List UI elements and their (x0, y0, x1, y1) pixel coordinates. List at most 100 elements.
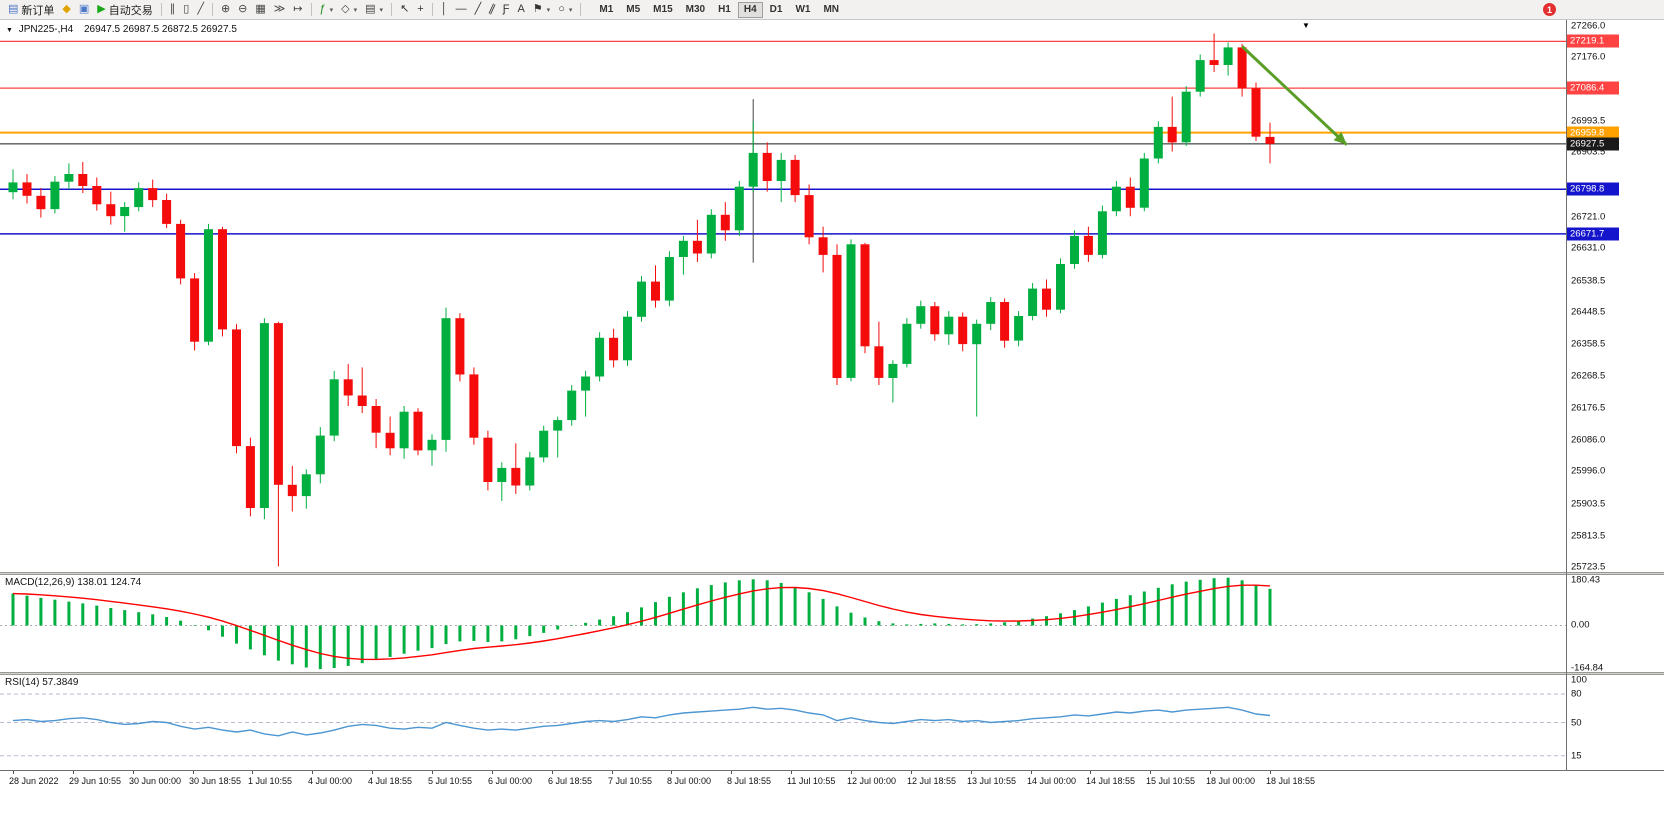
rsi-tick-label: 15 (1571, 750, 1582, 762)
rsi-line (12, 706, 1271, 737)
tile-windows-button[interactable]: ▦ (251, 1, 269, 18)
candlesticks-icon: ▯ (183, 3, 190, 15)
price-line-badge: 26927.5 (1567, 137, 1619, 151)
price-line-badge: 26798.8 (1567, 182, 1619, 196)
text-icon: A (517, 3, 525, 15)
shapes-button[interactable]: ○ ▾ (554, 1, 576, 18)
rsi-tick-label: 100 (1571, 674, 1587, 686)
price-tick-label: 26538.5 (1571, 275, 1606, 287)
templates-button[interactable]: ▤ ▾ (361, 1, 387, 18)
timeframe-w1-button[interactable]: W1 (795, 4, 811, 15)
timeframe-m1-button[interactable]: M1 (599, 4, 614, 15)
timeframe-m5-button[interactable]: M5 (626, 4, 641, 15)
time-axis-label: 5 Jul 10:55 (428, 776, 473, 786)
time-axis-tick (911, 771, 912, 774)
price-tick-label: 26631.0 (1571, 242, 1606, 254)
trendline-button[interactable]: ╱ (471, 1, 486, 18)
toolbar-separator (431, 3, 433, 16)
time-axis[interactable]: 28 Jun 2022 29 Jun 10:55 30 Jun 00:00 30 Ju… (0, 770, 1664, 791)
trendline-icon: ╱ (474, 3, 482, 15)
time-axis-label: 6 Jul 00:00 (488, 776, 533, 786)
timeframe-m30-button[interactable]: M30 (685, 4, 706, 15)
timeframe-h1-button[interactable]: H1 (718, 4, 731, 15)
bars-button[interactable]: ∥ (166, 1, 180, 18)
time-axis-tick (552, 771, 553, 774)
shapes-icon: ○ (558, 3, 565, 15)
macd-tick-label: 0.00 (1571, 619, 1590, 631)
price-tick-label: 26176.5 (1571, 402, 1606, 414)
auto-scroll-icon: ≫ (273, 3, 286, 15)
time-axis-tick (791, 771, 792, 774)
price-tick-label: 26903.5 (1571, 146, 1606, 158)
macd-panel-canvas[interactable] (0, 575, 1566, 672)
indicators-button[interactable]: ƒ ▾ (316, 1, 338, 18)
zoom-in-button[interactable]: ⊕ (217, 1, 234, 18)
timeframe-h4-button[interactable]: H4 (737, 1, 763, 18)
time-axis-tick (1150, 771, 1151, 774)
algo-button[interactable]: ▣ (75, 1, 93, 18)
rsi-name: RSI(14) (5, 677, 40, 688)
fibonacci-button[interactable]: Ƒ (499, 1, 514, 18)
time-axis-tick (1090, 771, 1091, 774)
price-tick-label: 26448.5 (1571, 306, 1606, 318)
price-tick-label: 26993.5 (1571, 115, 1606, 127)
time-axis-label: 29 Jun 10:55 (69, 776, 122, 786)
time-axis-tick (432, 771, 433, 774)
metaeditor-button[interactable]: ◆ (58, 1, 74, 18)
time-axis-tick (312, 771, 313, 774)
time-axis-tick (612, 771, 613, 774)
timeframe-m15-button[interactable]: M15 (653, 4, 673, 15)
time-axis-tick (971, 771, 972, 774)
time-axis-tick (73, 771, 74, 774)
time-axis-tick (252, 771, 253, 774)
zoom-out-button[interactable]: ⊖ (234, 1, 251, 18)
time-axis-tick (133, 771, 134, 774)
trend-arrow-object[interactable] (1241, 45, 1348, 146)
rsi-panel-canvas[interactable] (0, 675, 1566, 770)
ohlc-collapse-icon[interactable]: ▼ (6, 27, 13, 34)
channel-icon: ∥ (487, 2, 498, 16)
time-axis-label: 18 Jul 18:55 (1266, 776, 1316, 786)
rsi-tick-label: 50 (1571, 717, 1582, 728)
candlestick-series (8, 33, 1275, 567)
price-tick-label: 27266.0 (1571, 20, 1606, 32)
price-line-badge: 27086.4 (1567, 81, 1619, 95)
rsi-panel-separator[interactable] (0, 672, 1664, 675)
cursor-button[interactable]: ↖ (396, 1, 413, 18)
tile-windows-icon: ▦ (255, 3, 266, 15)
algo-icon: ▣ (78, 3, 90, 15)
periods-button[interactable]: ◇ ▾ (337, 1, 361, 18)
auto-scroll-button[interactable]: ≫ (270, 1, 290, 18)
macd-signal-value: 124.74 (110, 577, 142, 588)
time-axis-tick (671, 771, 672, 774)
text-button[interactable]: A (513, 1, 528, 18)
notification-badge[interactable]: 1 (1543, 3, 1556, 16)
zoom-out-icon: ⊖ (238, 3, 248, 15)
arrows-button[interactable]: ⚑ ▾ (529, 1, 554, 18)
horizontal-line-icon: ― (455, 3, 467, 15)
cursor-icon: ↖ (400, 3, 410, 15)
price-line-objects[interactable] (0, 40, 1566, 235)
channel-button[interactable]: ∥ (485, 1, 499, 18)
timeframe-d1-button[interactable]: D1 (769, 4, 783, 15)
time-axis-label: 6 Jul 18:55 (548, 776, 593, 786)
macd-panel-separator[interactable] (0, 572, 1664, 575)
new-order-button[interactable]: ▤ 新订单 (4, 1, 58, 18)
line-chart-button[interactable]: ╱ (193, 1, 208, 18)
rsi-value: 57.3849 (42, 677, 79, 688)
autotrading-button[interactable]: ▶ 自动交易 (93, 1, 156, 18)
macd-tick-label: 180.43 (1571, 574, 1601, 586)
price-tick-label: 26358.5 (1571, 338, 1606, 350)
candlesticks-button[interactable]: ▯ (179, 1, 193, 18)
chart-shift-button[interactable]: ↦ (289, 1, 306, 18)
chart-shift-marker[interactable]: ▼ (1302, 21, 1310, 30)
rsi-tick-label: 80 (1571, 688, 1582, 700)
vertical-line-button[interactable]: │ (437, 1, 452, 18)
time-axis-label: 14 Jul 18:55 (1086, 776, 1136, 786)
main-chart-canvas[interactable] (0, 20, 1566, 572)
timeframe-mn-button[interactable]: MN (823, 4, 840, 15)
crosshair-button[interactable]: + (413, 1, 427, 18)
time-axis-label: 4 Jul 18:55 (368, 776, 413, 786)
horizontal-line-button[interactable]: ― (452, 1, 471, 18)
